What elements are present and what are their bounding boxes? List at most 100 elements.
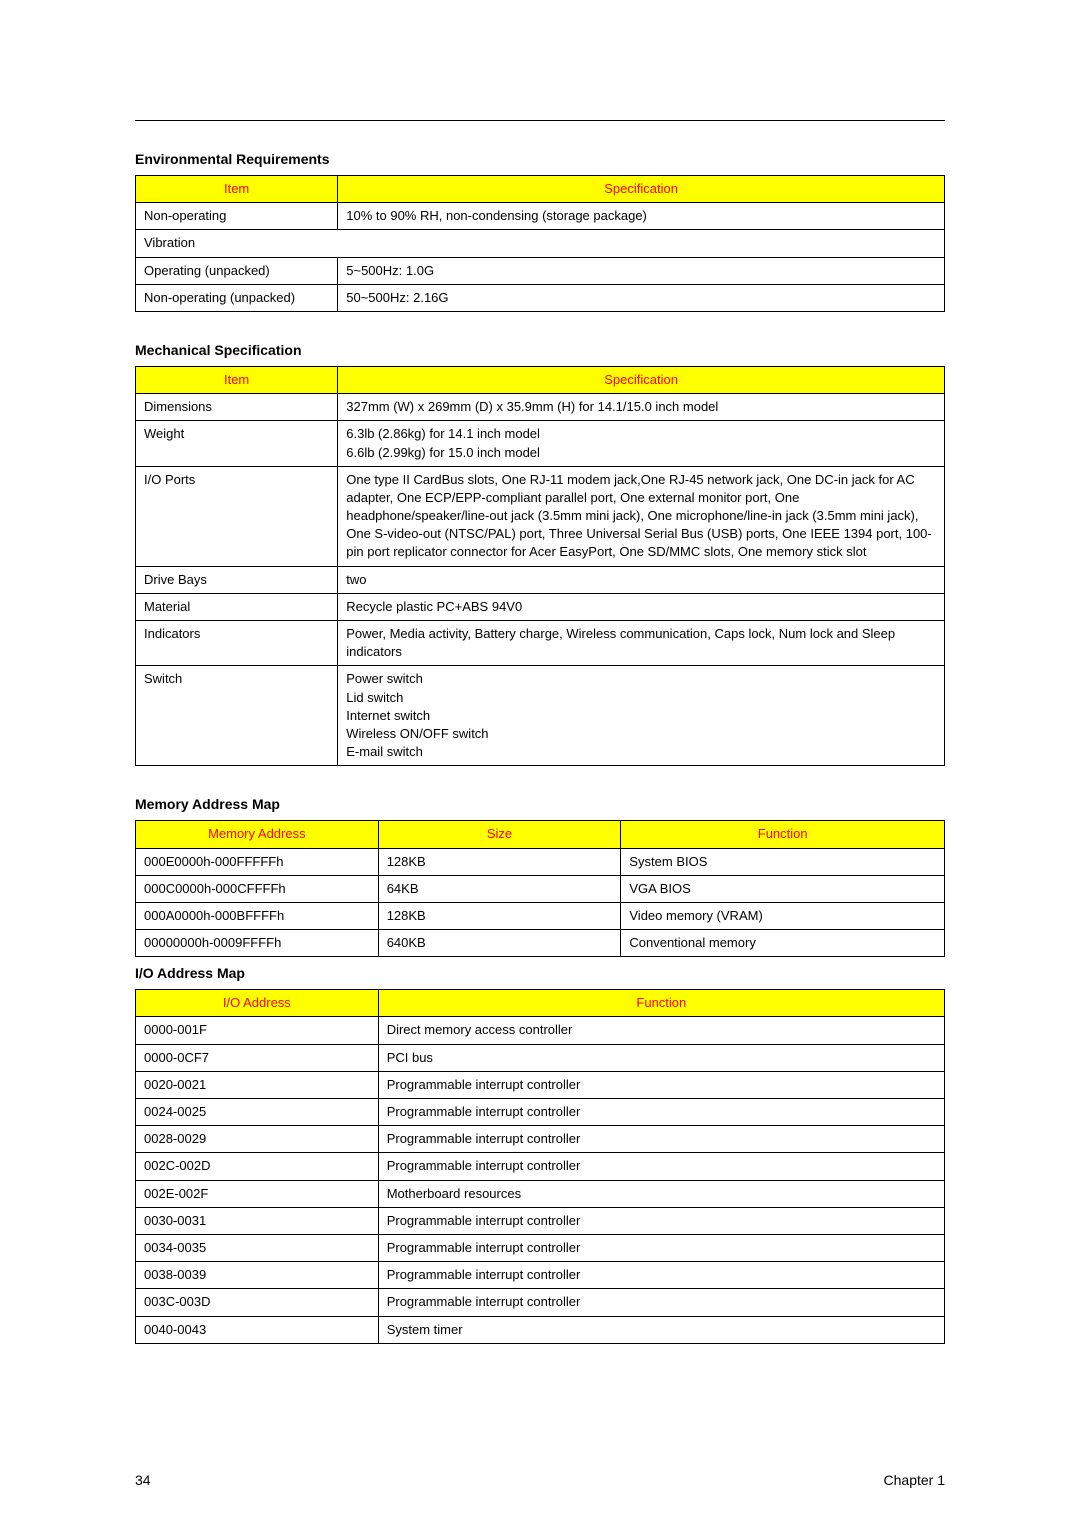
table-row: 0000-0CF7PCI bus: [136, 1044, 945, 1071]
table-cell: Programmable interrupt controller: [378, 1234, 944, 1261]
table-row: 003C-003DProgrammable interrupt controll…: [136, 1289, 945, 1316]
table-cell: Programmable interrupt controller: [378, 1126, 944, 1153]
table-cell: 0038-0039: [136, 1262, 379, 1289]
table-cell: 0000-001F: [136, 1017, 379, 1044]
table-cell: two: [338, 566, 945, 593]
table-cell: 0020-0021: [136, 1071, 379, 1098]
table-cell: Programmable interrupt controller: [378, 1071, 944, 1098]
chapter-label: Chapter 1: [884, 1472, 945, 1488]
table-row: 0000-001FDirect memory access controller: [136, 1017, 945, 1044]
table-cell: 003C-003D: [136, 1289, 379, 1316]
table-cell: Programmable interrupt controller: [378, 1289, 944, 1316]
table-row: I/O PortsOne type II CardBus slots, One …: [136, 466, 945, 566]
section-env-req: Environmental Requirements ItemSpecifica…: [135, 151, 945, 312]
table-row: 0020-0021Programmable interrupt controll…: [136, 1071, 945, 1098]
table-cell: 0028-0029: [136, 1126, 379, 1153]
table-cell: Power, Media activity, Battery charge, W…: [338, 621, 945, 666]
table-header-cell: I/O Address: [136, 990, 379, 1017]
table-row: SwitchPower switch Lid switch Internet s…: [136, 666, 945, 766]
table-cell: 10% to 90% RH, non-condensing (storage p…: [338, 203, 945, 230]
table-cell: Programmable interrupt controller: [378, 1153, 944, 1180]
table-header-cell: Specification: [338, 176, 945, 203]
table-cell: Programmable interrupt controller: [378, 1262, 944, 1289]
table-cell: I/O Ports: [136, 466, 338, 566]
table-cell: PCI bus: [378, 1044, 944, 1071]
table-cell: Indicators: [136, 621, 338, 666]
table-cell: One type II CardBus slots, One RJ-11 mod…: [338, 466, 945, 566]
table-cell: 0030-0031: [136, 1207, 379, 1234]
table-header-cell: Function: [378, 990, 944, 1017]
table-cell: Motherboard resources: [378, 1180, 944, 1207]
table-row: MaterialRecycle plastic PC+ABS 94V0: [136, 593, 945, 620]
section-mech-spec: Mechanical Specification ItemSpecificati…: [135, 342, 945, 766]
table-header-cell: Size: [378, 821, 621, 848]
table-row: Vibration: [136, 230, 945, 257]
section-title: Memory Address Map: [135, 796, 945, 812]
table-row: 0024-0025Programmable interrupt controll…: [136, 1099, 945, 1126]
table-cell: Drive Bays: [136, 566, 338, 593]
table-cell: Recycle plastic PC+ABS 94V0: [338, 593, 945, 620]
section-title: Environmental Requirements: [135, 151, 945, 167]
table-row: 0030-0031Programmable interrupt controll…: [136, 1207, 945, 1234]
io-map-table: I/O AddressFunction0000-001FDirect memor…: [135, 989, 945, 1343]
table-cell: 64KB: [378, 875, 621, 902]
table-cell: 128KB: [378, 848, 621, 875]
table-row: 00000000h-0009FFFFh640KBConventional mem…: [136, 930, 945, 957]
table-row: Operating (unpacked)5~500Hz: 1.0G: [136, 257, 945, 284]
table-row: 000E0000h-000FFFFFh128KBSystem BIOS: [136, 848, 945, 875]
table-header-cell: Item: [136, 176, 338, 203]
table-cell: VGA BIOS: [621, 875, 945, 902]
table-cell: Non-operating (unpacked): [136, 284, 338, 311]
table-cell: 640KB: [378, 930, 621, 957]
table-cell: 6.3lb (2.86kg) for 14.1 inch model 6.6lb…: [338, 421, 945, 466]
table-row: Weight6.3lb (2.86kg) for 14.1 inch model…: [136, 421, 945, 466]
page: Environmental Requirements ItemSpecifica…: [0, 0, 1080, 1528]
table-cell: Material: [136, 593, 338, 620]
table-cell: 000A0000h-000BFFFFh: [136, 902, 379, 929]
table-row: 002C-002DProgrammable interrupt controll…: [136, 1153, 945, 1180]
table-cell: Video memory (VRAM): [621, 902, 945, 929]
table-cell: 50~500Hz: 2.16G: [338, 284, 945, 311]
table-cell: 00000000h-0009FFFFh: [136, 930, 379, 957]
table-cell: 0034-0035: [136, 1234, 379, 1261]
table-cell: Direct memory access controller: [378, 1017, 944, 1044]
page-number: 34: [135, 1472, 151, 1488]
table-header-cell: Memory Address: [136, 821, 379, 848]
table-row: Non-operating10% to 90% RH, non-condensi…: [136, 203, 945, 230]
table-cell: Vibration: [136, 230, 945, 257]
table-header-cell: Item: [136, 366, 338, 393]
table-cell: Dimensions: [136, 394, 338, 421]
table-header-cell: Specification: [338, 366, 945, 393]
table-cell: 128KB: [378, 902, 621, 929]
table-row: Drive Baystwo: [136, 566, 945, 593]
table-cell: 5~500Hz: 1.0G: [338, 257, 945, 284]
table-cell: 0024-0025: [136, 1099, 379, 1126]
table-cell: 327mm (W) x 269mm (D) x 35.9mm (H) for 1…: [338, 394, 945, 421]
table-cell: Operating (unpacked): [136, 257, 338, 284]
table-row: 0034-0035Programmable interrupt controll…: [136, 1234, 945, 1261]
table-cell: System BIOS: [621, 848, 945, 875]
table-cell: Programmable interrupt controller: [378, 1207, 944, 1234]
table-row: 000A0000h-000BFFFFh128KBVideo memory (VR…: [136, 902, 945, 929]
mech-spec-table: ItemSpecificationDimensions327mm (W) x 2…: [135, 366, 945, 766]
table-cell: System timer: [378, 1316, 944, 1343]
section-title: Mechanical Specification: [135, 342, 945, 358]
table-row: Non-operating (unpacked)50~500Hz: 2.16G: [136, 284, 945, 311]
table-cell: Weight: [136, 421, 338, 466]
table-header-cell: Function: [621, 821, 945, 848]
table-row: 0040-0043System timer: [136, 1316, 945, 1343]
page-footer: 34 Chapter 1: [135, 1472, 945, 1488]
table-cell: 002C-002D: [136, 1153, 379, 1180]
table-cell: Power switch Lid switch Internet switch …: [338, 666, 945, 766]
section-title: I/O Address Map: [135, 965, 945, 981]
table-cell: 002E-002F: [136, 1180, 379, 1207]
env-req-table: ItemSpecificationNon-operating10% to 90%…: [135, 175, 945, 312]
table-cell: Conventional memory: [621, 930, 945, 957]
table-cell: 0040-0043: [136, 1316, 379, 1343]
section-io-map: I/O Address Map I/O AddressFunction0000-…: [135, 965, 945, 1343]
top-rule: [135, 120, 945, 121]
table-cell: 000E0000h-000FFFFFh: [136, 848, 379, 875]
mem-map-table: Memory AddressSizeFunction000E0000h-000F…: [135, 820, 945, 957]
table-row: 000C0000h-000CFFFFh64KBVGA BIOS: [136, 875, 945, 902]
section-mem-map: Memory Address Map Memory AddressSizeFun…: [135, 796, 945, 957]
